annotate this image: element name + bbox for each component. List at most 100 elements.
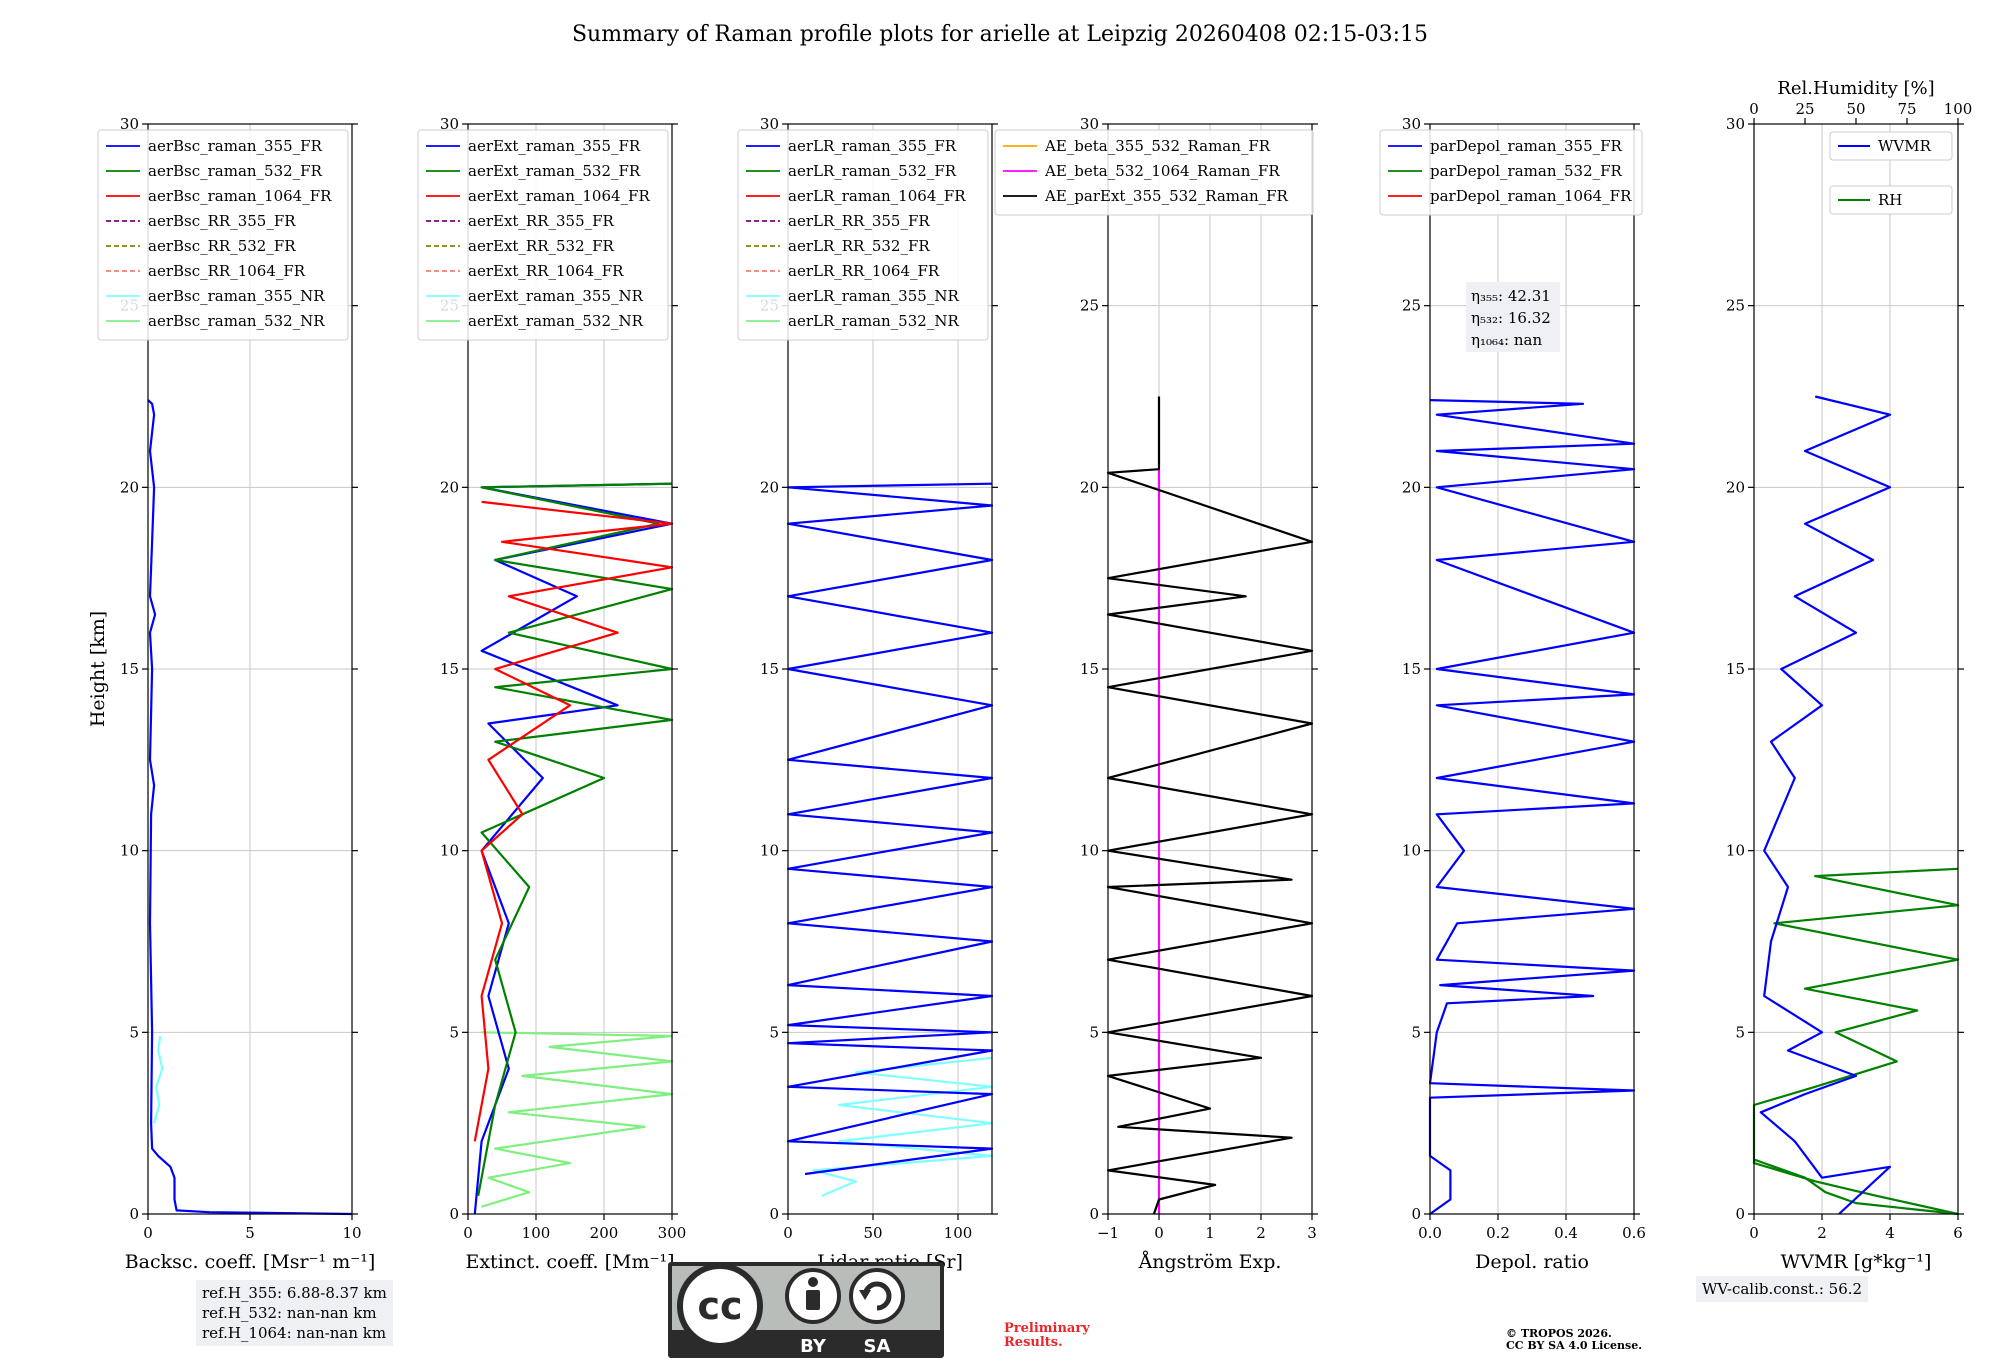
x2-tick-label: 100 <box>1944 100 1973 118</box>
y-tick-label: 10 <box>440 842 459 860</box>
legend-label: aerBsc_RR_532_FR <box>148 237 296 255</box>
ref-height-355: ref.H_355: 6.88-8.37 km <box>202 1284 387 1302</box>
legend-label: aerBsc_raman_355_FR <box>148 137 323 155</box>
x-tick-label: 10 <box>342 1224 361 1242</box>
series-aerBsc_raman_355_NR <box>153 1035 164 1124</box>
x-tick-label: 0 <box>143 1224 153 1242</box>
y-tick-label: 20 <box>760 478 779 496</box>
y-tick-label: 20 <box>120 478 139 496</box>
legend-label: parDepol_raman_1064_FR <box>1430 187 1632 205</box>
legend-label: aerLR_raman_532_FR <box>788 162 957 180</box>
x-axis-label: Extinct. coeff. [Mm⁻¹] <box>465 1251 674 1273</box>
by-label: BY <box>800 1336 827 1357</box>
legend-box <box>97 129 349 341</box>
y-tick-label: 25 <box>1402 297 1421 315</box>
eta-annotation-box <box>1466 282 1560 352</box>
x2-tick-label: 25 <box>1795 100 1814 118</box>
y-tick-label: 5 <box>449 1023 459 1041</box>
copyright-note: © TROPOS 2026. CC BY SA 4.0 License. <box>1506 1328 1642 1352</box>
legend-label: parDepol_raman_355_FR <box>1430 137 1623 155</box>
x-tick-label: 100 <box>522 1224 551 1242</box>
y-tick-label: 15 <box>120 660 139 678</box>
y-tick-label: 20 <box>440 478 459 496</box>
y-tick-label: 25 <box>1726 297 1745 315</box>
y-tick-label: 0 <box>1411 1205 1421 1223</box>
series-aerExt_raman_532_NR <box>481 1031 674 1208</box>
legend-label: parDepol_raman_532_FR <box>1430 162 1623 180</box>
wv-calib-const: WV-calib.const.: 56.2 <box>1702 1280 1863 1298</box>
ref-height-532: ref.H_532: nan-nan km <box>202 1304 377 1322</box>
x-tick-label: 100 <box>944 1224 973 1242</box>
x-tick-label: 4 <box>1885 1224 1895 1242</box>
legend-label: aerExt_RR_355_FR <box>468 212 615 230</box>
panel-5: 0 5 10 15 20 25 30 0.0 0.2 0.4 0.6 Depol. ratio parD… <box>1379 115 1646 1273</box>
y-tick-label: 10 <box>1080 842 1099 860</box>
x-tick-label: 2 <box>1817 1224 1827 1242</box>
wv-calib-box: WV-calib.const.: 56.2 <box>1696 1276 1869 1302</box>
legend-label: aerLR_raman_532_NR <box>788 312 959 330</box>
legend-label: WVMR <box>1878 137 1932 155</box>
panel-1: 0510152025300510Backsc. coeff. [Msr⁻¹ m⁻… <box>87 115 375 1273</box>
x2-axis-label: Rel.Humidity [%] <box>1777 78 1934 99</box>
y-tick-label: 20 <box>1080 478 1099 496</box>
legend-box <box>1379 129 1643 216</box>
x-tick-label: 300 <box>658 1224 687 1242</box>
y-tick-label: 0 <box>1735 1205 1745 1223</box>
series-aerExt_raman_1064_FR <box>473 500 674 1142</box>
ref-height-box: ref.H_355: 6.88-8.37 km ref.H_532: nan-n… <box>196 1280 393 1346</box>
x-tick-label: 0 <box>783 1224 793 1242</box>
legend-label: aerBsc_raman_532_FR <box>148 162 323 180</box>
legend-label: aerLR_raman_1064_FR <box>788 187 966 205</box>
preliminary-note: Preliminary Results. <box>1004 1322 1090 1350</box>
legend-label: aerLR_RR_355_FR <box>788 212 930 230</box>
y-tick-label: 15 <box>1402 660 1421 678</box>
y-tick-label: 10 <box>120 842 139 860</box>
x-tick-label: 0.6 <box>1622 1224 1646 1242</box>
y-axis-label: Height [km] <box>87 611 109 727</box>
y-tick-label: 15 <box>760 660 779 678</box>
legend-box <box>1829 185 1953 215</box>
y-tick-label: 0 <box>1089 1205 1099 1223</box>
y-tick-label: 10 <box>1402 842 1421 860</box>
y-tick-label: 30 <box>760 115 779 133</box>
y-tick-label: 0 <box>769 1205 779 1223</box>
legend-label: aerExt_raman_1064_FR <box>468 187 650 205</box>
y-tick-label: 15 <box>440 660 459 678</box>
cc-by-sa-logo: cc BY SA <box>668 1262 944 1358</box>
x-tick-label: 0.4 <box>1554 1224 1578 1242</box>
legend-label: aerLR_raman_355_NR <box>788 287 959 305</box>
x-axis-label: Backsc. coeff. [Msr⁻¹ m⁻¹] <box>125 1251 376 1273</box>
eta-annotation-line: η₃₅₅: 42.31 <box>1471 287 1551 305</box>
y-tick-label: 30 <box>1080 115 1099 133</box>
legend-label: AE_beta_355_532_Raman_FR <box>1044 137 1271 155</box>
y-tick-label: 20 <box>1402 478 1421 496</box>
x-tick-label: 0 <box>1749 1224 1759 1242</box>
ref-height-1064: ref.H_1064: nan-nan km <box>202 1324 387 1342</box>
x-axis-label: WVMR [g*kg⁻¹] <box>1781 1251 1932 1273</box>
panel-3: 051015202530050100Lidar ratio [Sr]aerLR_… <box>737 115 998 1273</box>
legend-box <box>417 129 669 341</box>
x-tick-label: 50 <box>863 1224 882 1242</box>
x-axis-label: Ångström Exp. <box>1138 1251 1282 1273</box>
preliminary-line1: Preliminary <box>1004 1321 1090 1336</box>
x-tick-label: 0 <box>1154 1224 1164 1242</box>
y-tick-label: 0 <box>129 1205 139 1223</box>
sa-label: SA <box>864 1336 891 1357</box>
y-tick-label: 25 <box>1080 297 1099 315</box>
legend-label: aerExt_raman_532_NR <box>468 312 644 330</box>
x-tick-label: 200 <box>590 1224 619 1242</box>
panel-2: 0510152025300100200300Extinct. coeff. [M… <box>417 115 687 1273</box>
legend-box <box>1829 131 1953 161</box>
series-parDepol_raman_355_FR <box>1428 399 1636 1215</box>
legend-label: aerExt_raman_355_NR <box>468 287 644 305</box>
y-tick-label: 5 <box>769 1023 779 1041</box>
legend-box <box>737 129 989 341</box>
y-tick-label: 30 <box>1726 115 1745 133</box>
copyright-line1: © TROPOS 2026. <box>1506 1327 1612 1340</box>
series-aerExt_raman_532_FR <box>477 482 674 1197</box>
x-tick-label: 1 <box>1205 1224 1215 1242</box>
x-tick-label: 6 <box>1953 1224 1963 1242</box>
y-tick-label: 0 <box>449 1205 459 1223</box>
